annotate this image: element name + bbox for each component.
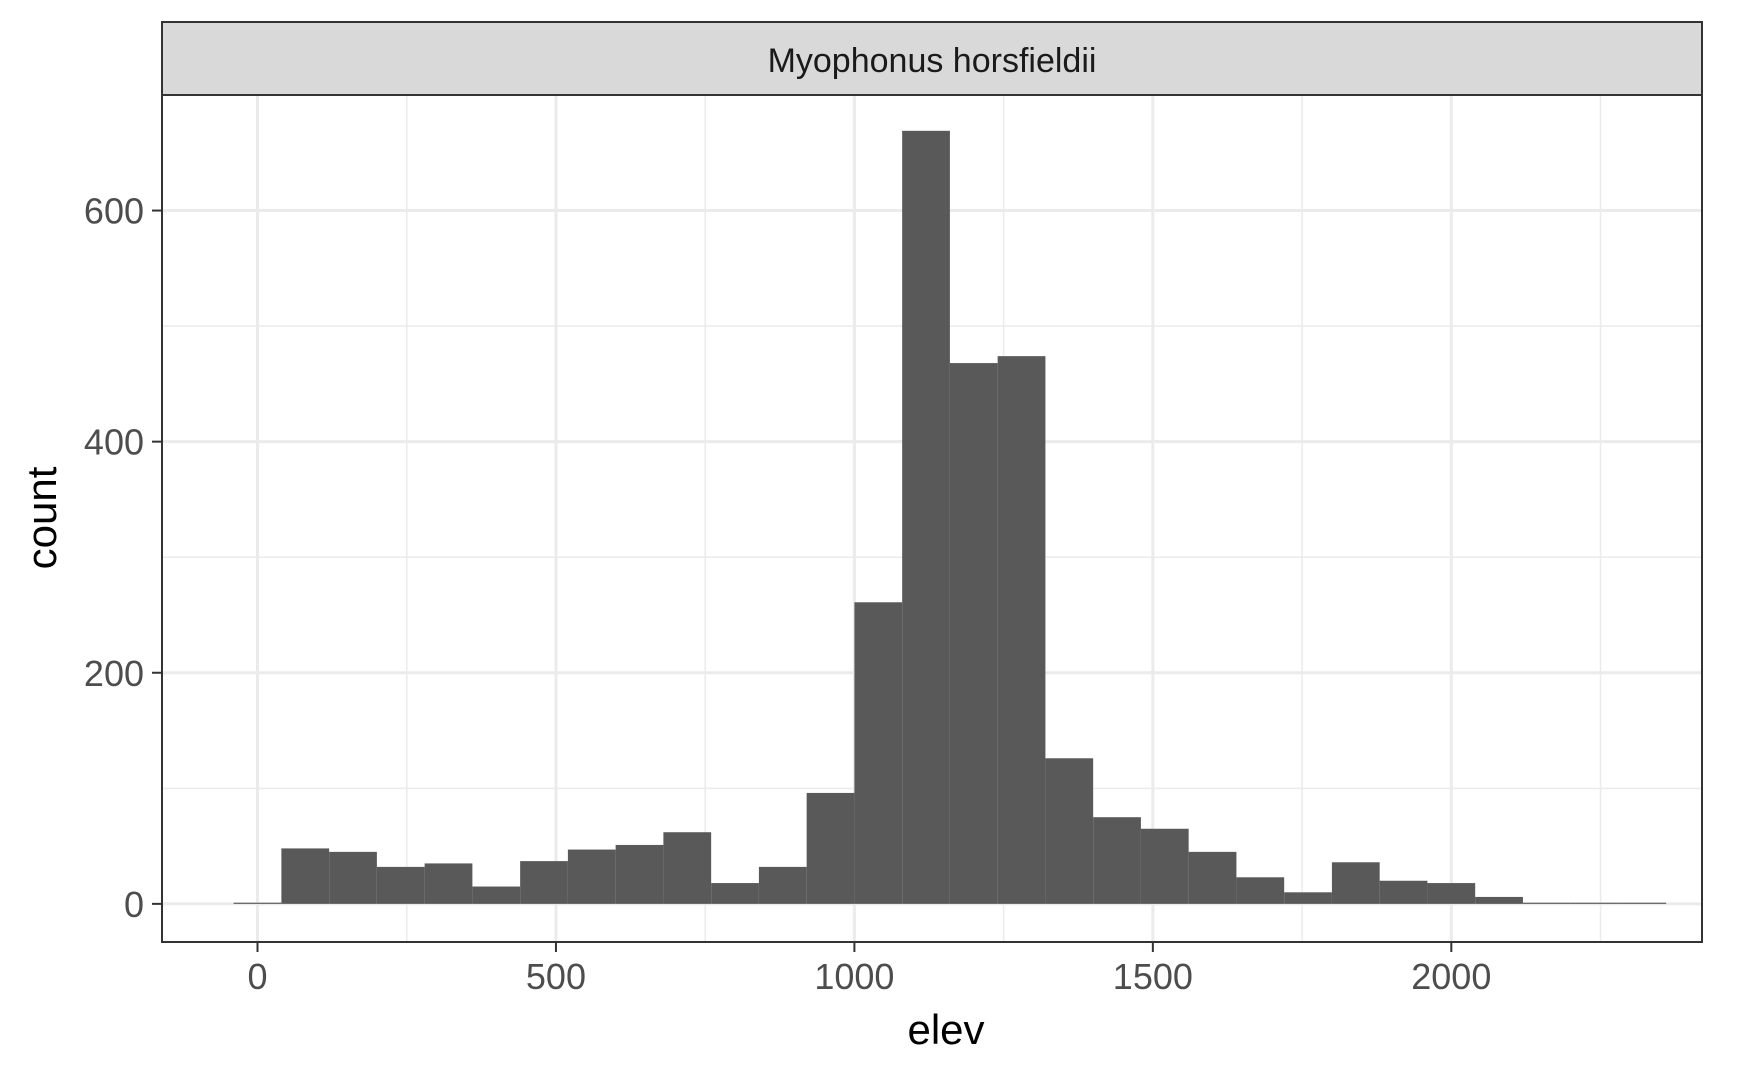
facet-strip-label: Myophonus horsfieldii	[768, 42, 1097, 80]
histogram-bars	[233, 130, 1667, 904]
x-tick-label: 1500	[1113, 956, 1193, 997]
y-tick-label: 600	[84, 191, 144, 232]
histogram-bar	[1331, 862, 1380, 904]
histogram-bar	[615, 844, 664, 904]
histogram-bar	[1427, 883, 1476, 904]
histogram-bar	[1188, 851, 1237, 904]
x-tick-label: 2000	[1411, 956, 1491, 997]
x-axis-title: elev	[907, 1006, 984, 1053]
histogram-bar	[997, 356, 1046, 904]
histogram-bar	[1522, 902, 1571, 904]
facet-strip	[161, 21, 1703, 96]
histogram-bar	[1475, 896, 1523, 904]
histogram-bar	[376, 866, 425, 904]
x-tick-label: 500	[526, 956, 586, 997]
histogram-bar	[949, 363, 998, 904]
y-axis-title: count	[18, 466, 65, 569]
histogram-bar	[520, 861, 568, 904]
histogram-bar	[1284, 892, 1332, 904]
histogram-bar	[1570, 902, 1619, 904]
y-tick-label: 400	[84, 422, 144, 463]
histogram-bar	[424, 863, 473, 904]
histogram-bar	[1379, 880, 1428, 904]
histogram-bar	[1236, 877, 1285, 904]
histogram-bar	[472, 886, 521, 904]
histogram-bar	[329, 851, 377, 904]
histogram-bar	[233, 902, 282, 904]
histogram-bar	[1045, 758, 1094, 904]
histogram-bar	[1140, 828, 1189, 904]
histogram-bar	[758, 866, 807, 904]
y-tick-label: 0	[124, 884, 144, 925]
histogram-bar	[854, 602, 903, 904]
histogram-bar	[567, 849, 616, 904]
histogram-bar	[1093, 817, 1141, 904]
histogram-bar	[902, 130, 950, 904]
histogram-bar	[1618, 902, 1667, 904]
x-tick-label: 1000	[814, 956, 894, 997]
histogram-bar	[281, 848, 330, 904]
x-tick-label: 0	[247, 956, 267, 997]
y-tick-label: 200	[84, 653, 144, 694]
x-axis: 0 500 1000 1500 2000	[247, 942, 1491, 997]
histogram-bar	[711, 883, 759, 904]
histogram-bar	[806, 792, 855, 904]
y-axis: 0 200 400 600	[84, 191, 162, 925]
histogram-bar	[663, 832, 712, 904]
